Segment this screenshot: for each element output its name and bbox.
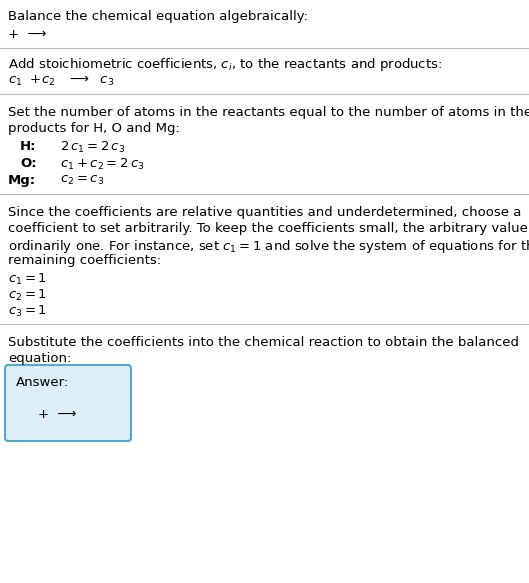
Text: Set the number of atoms in the reactants equal to the number of atoms in the: Set the number of atoms in the reactants… bbox=[8, 106, 529, 119]
FancyBboxPatch shape bbox=[5, 365, 131, 441]
Text: Answer:: Answer: bbox=[16, 376, 69, 389]
Text: H:: H: bbox=[20, 140, 37, 153]
Text: remaining coefficients:: remaining coefficients: bbox=[8, 254, 161, 267]
Text: $c_2 = c_3$: $c_2 = c_3$ bbox=[60, 174, 104, 187]
Text: $c_1$  +$c_2$   $\longrightarrow$  $c_3$: $c_1$ +$c_2$ $\longrightarrow$ $c_3$ bbox=[8, 74, 114, 88]
Text: Mg:: Mg: bbox=[8, 174, 36, 187]
Text: $2\,c_1 = 2\,c_3$: $2\,c_1 = 2\,c_3$ bbox=[60, 140, 125, 155]
Text: $c_2 = 1$: $c_2 = 1$ bbox=[8, 288, 47, 303]
Text: equation:: equation: bbox=[8, 352, 71, 365]
Text: O:: O: bbox=[20, 157, 37, 170]
Text: $c_1 = 1$: $c_1 = 1$ bbox=[8, 272, 47, 287]
Text: Add stoichiometric coefficients, $c_i$, to the reactants and products:: Add stoichiometric coefficients, $c_i$, … bbox=[8, 56, 442, 73]
Text: Since the coefficients are relative quantities and underdetermined, choose a: Since the coefficients are relative quan… bbox=[8, 206, 522, 219]
Text: $c_3 = 1$: $c_3 = 1$ bbox=[8, 304, 47, 319]
Text: $c_1 + c_2 = 2\,c_3$: $c_1 + c_2 = 2\,c_3$ bbox=[60, 157, 144, 172]
Text: coefficient to set arbitrarily. To keep the coefficients small, the arbitrary va: coefficient to set arbitrarily. To keep … bbox=[8, 222, 529, 235]
Text: products for H, O and Mg:: products for H, O and Mg: bbox=[8, 122, 180, 135]
Text: +  ⟶: + ⟶ bbox=[8, 28, 47, 41]
Text: Balance the chemical equation algebraically:: Balance the chemical equation algebraica… bbox=[8, 10, 308, 23]
Text: Substitute the coefficients into the chemical reaction to obtain the balanced: Substitute the coefficients into the che… bbox=[8, 336, 519, 349]
Text: ordinarily one. For instance, set $c_1 = 1$ and solve the system of equations fo: ordinarily one. For instance, set $c_1 =… bbox=[8, 238, 529, 255]
Text: +  ⟶: + ⟶ bbox=[38, 408, 77, 421]
